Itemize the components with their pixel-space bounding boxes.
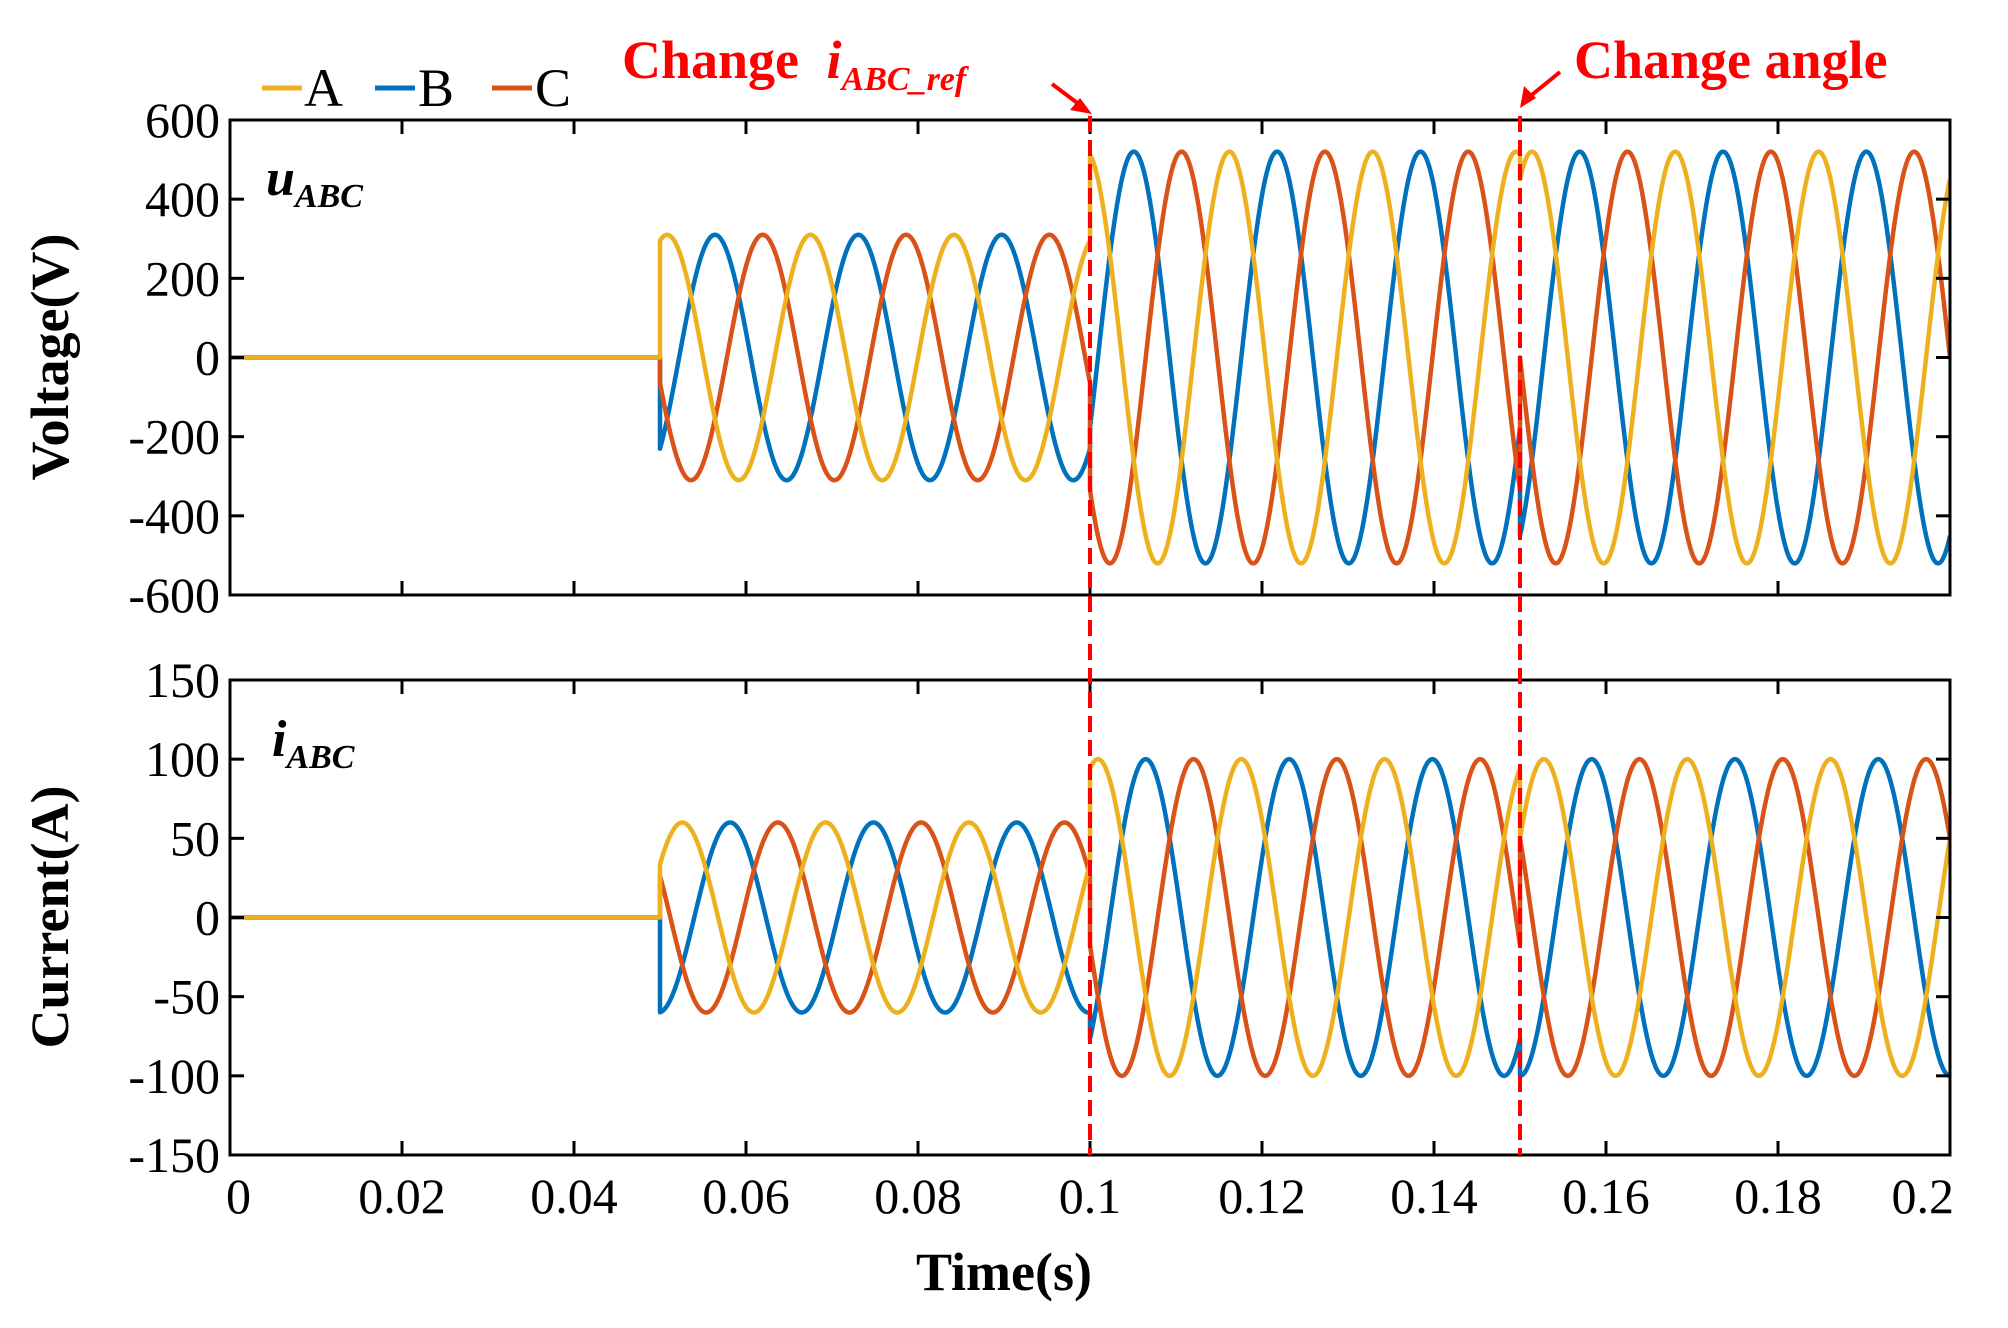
current-tag-sub: ABC	[284, 739, 354, 776]
voltage-ytick-label: -400	[128, 488, 220, 544]
annotation-arrow-angle	[1526, 70, 1562, 100]
voltage-panel: 600 400 200 0 -200 -400 -600 uABC Voltage(V)	[20, 92, 1952, 623]
voltage-tag-sub: ABC	[293, 178, 363, 215]
annotation-arrowhead-iref	[1070, 98, 1092, 114]
annotation-arrowhead-angle	[1520, 86, 1536, 108]
current-y-axis-label: Current(A)	[20, 786, 80, 1049]
annotation-change-iref-subscript: ABC_ref	[840, 61, 970, 98]
voltage-ytick-label: 400	[145, 171, 220, 227]
voltage-ytick-label: -200	[128, 409, 220, 465]
xtick-label: 0.1	[1059, 1168, 1122, 1224]
voltage-ytick-label: 0	[195, 330, 220, 386]
x-axis-label: Time(s)	[916, 1242, 1092, 1302]
xtick-label: 0.08	[874, 1168, 962, 1224]
voltage-tag-main: u	[266, 150, 295, 207]
current-tag-main: i	[272, 711, 287, 768]
current-ytick-label: 50	[170, 810, 220, 866]
current-ytick-label: -50	[153, 969, 220, 1025]
voltage-ticks: 600 400 200 0 -200 -400 -600	[128, 92, 1952, 623]
annotation-change-iref-symbol: i	[827, 30, 842, 90]
xtick-label: 0	[226, 1168, 251, 1224]
xtick-label: 0.02	[358, 1168, 446, 1224]
xtick-label: 0.18	[1734, 1168, 1822, 1224]
svg-text:Change iABC_ref: Change iABC_ref	[622, 30, 970, 98]
annotation-change-angle: Change angle	[1520, 30, 1888, 108]
voltage-ytick-label: 200	[145, 250, 220, 306]
annotation-change-iref: Change iABC_ref	[622, 30, 1092, 114]
current-panel-tag: iABC	[272, 711, 355, 776]
current-ytick-label: -100	[128, 1048, 220, 1104]
legend-label-b: B	[418, 58, 454, 118]
xtick-label: 0.2	[1892, 1168, 1955, 1224]
current-ytick-label: 100	[145, 731, 220, 787]
event-markers	[1088, 116, 1522, 1155]
legend: A B C	[262, 58, 571, 118]
current-ytick-label: 0	[195, 890, 220, 946]
legend-label-a: A	[304, 58, 343, 118]
legend-label-c: C	[535, 58, 571, 118]
current-ytick-label: -150	[128, 1127, 220, 1183]
xtick-label: 0.14	[1390, 1168, 1478, 1224]
xtick-label: 0.04	[530, 1168, 618, 1224]
xtick-label: 0.16	[1562, 1168, 1650, 1224]
voltage-ytick-label: -600	[128, 567, 220, 623]
current-ytick-label: 150	[145, 652, 220, 708]
voltage-y-axis-label: Voltage(V)	[20, 234, 80, 481]
annotation-change-angle-text: Change angle	[1574, 30, 1888, 90]
xtick-label: 0.06	[702, 1168, 790, 1224]
voltage-ytick-label: 600	[145, 92, 220, 148]
xtick-label: 0.12	[1218, 1168, 1306, 1224]
voltage-panel-tag: uABC	[266, 150, 363, 215]
annotation-change-iref-word: Change	[622, 30, 799, 90]
